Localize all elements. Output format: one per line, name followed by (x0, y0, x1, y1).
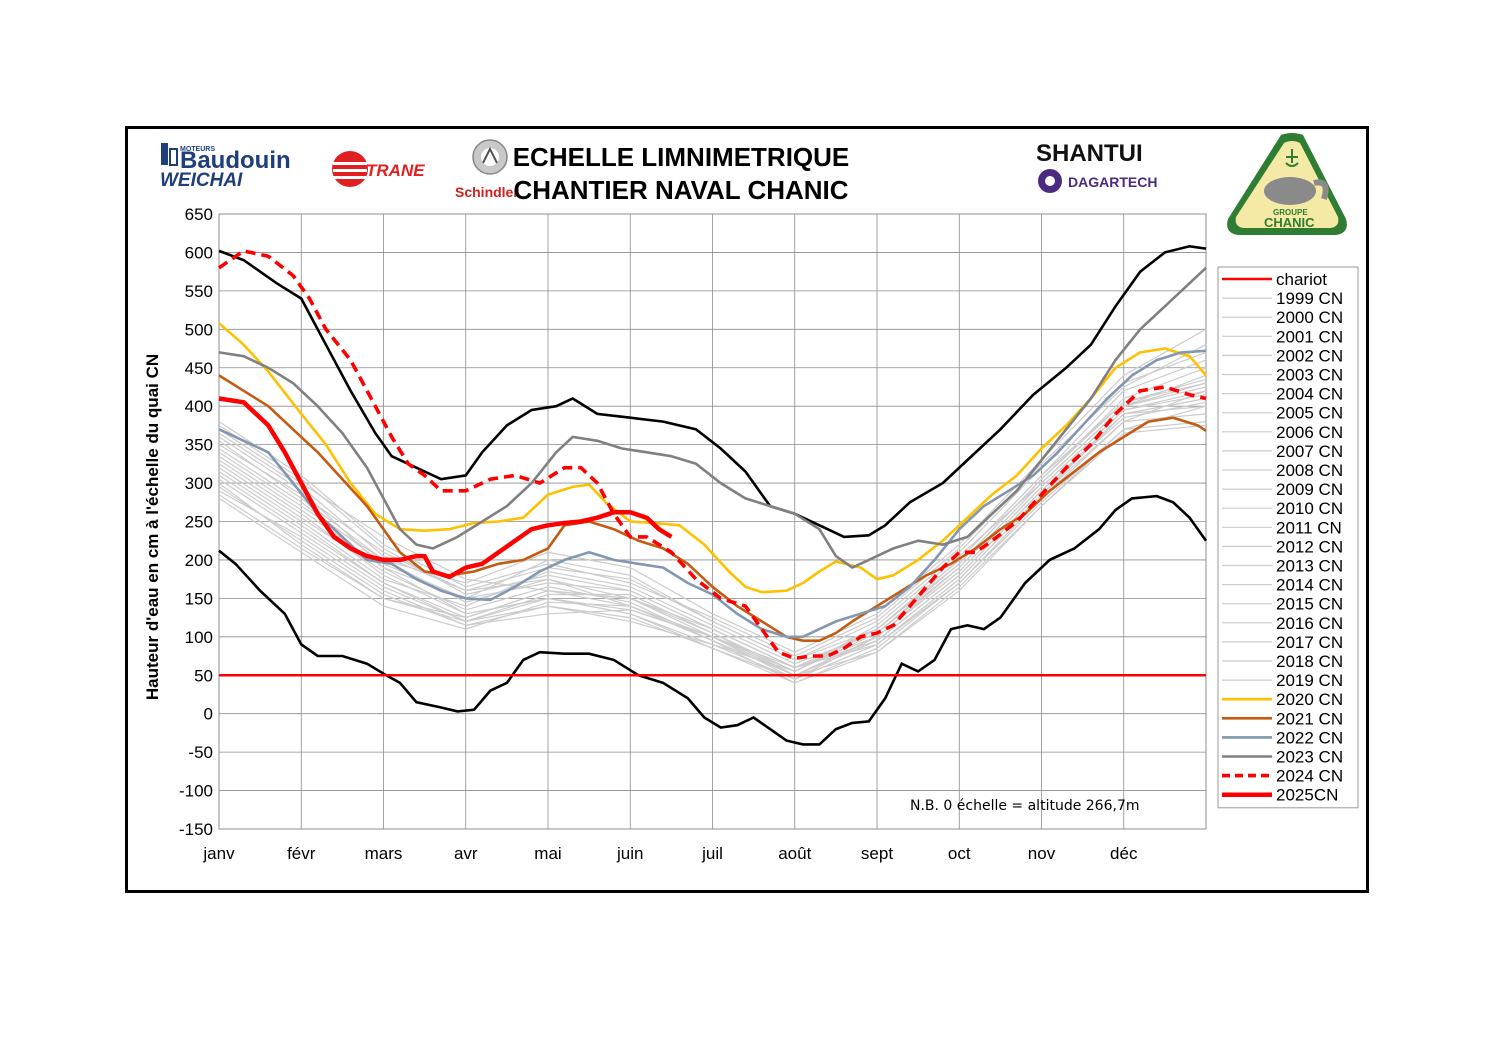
legend-label: 2003 CN (1276, 366, 1343, 385)
envelope-min-line (218, 494, 1208, 746)
svg-text:TRANE: TRANE (366, 161, 425, 180)
chart-title-line-1: ECHELLE LIMNIMETRIQUE (513, 142, 850, 172)
y-tick-label: 100 (185, 628, 213, 647)
legend-label: 2018 CN (1276, 652, 1343, 671)
shantui-logo: SHANTUI (1036, 140, 1143, 167)
grid (218, 213, 1207, 830)
x-tick-label: août (778, 844, 811, 863)
legend-label: 2001 CN (1276, 327, 1343, 346)
y-tick-label: 300 (185, 474, 213, 493)
legend-label: 2004 CN (1276, 385, 1343, 404)
legend-label: 2014 CN (1276, 576, 1343, 595)
legend-label: 2011 CN (1276, 518, 1342, 537)
series-line (218, 374, 1207, 642)
legend-label: 2007 CN (1276, 442, 1343, 461)
legend-label: 2016 CN (1276, 614, 1343, 633)
series-line (218, 397, 1207, 676)
y-tick-label: 450 (185, 359, 213, 378)
x-tick-labels: janv févr mars avr mai juin juil août sept oct nov… (202, 844, 1138, 863)
y-tick-label: 0 (204, 705, 213, 724)
series-line (218, 382, 1207, 669)
y-tick-label: 600 (185, 243, 213, 262)
legend-label: 2020 CN (1276, 690, 1343, 709)
legend-label: 2010 CN (1276, 499, 1343, 518)
x-tick-label: févr (287, 844, 316, 863)
series-line (217, 249, 1207, 661)
y-tick-label: 500 (185, 320, 213, 339)
series-line (218, 378, 1207, 661)
chart-title-line-2: CHANTIER NAVAL CHANIC (513, 175, 848, 205)
legend-label: 2006 CN (1276, 423, 1343, 442)
series-line (218, 322, 1207, 594)
x-tick-label: juin (616, 844, 643, 863)
series-line (218, 266, 1207, 569)
schindler-logo: Schindler (455, 139, 519, 200)
y-tick-label: 550 (185, 282, 213, 301)
y-axis-label: Hauteur d'eau en cm à l'échelle du quai … (143, 354, 162, 700)
svg-text:MOTEURS: MOTEURS (180, 146, 215, 153)
baudouin-weichai-logo: MOTEURS Baudouin WEICHAI (160, 143, 291, 191)
legend-label: 1999 CN (1276, 289, 1343, 308)
y-tick-label: 200 (185, 551, 213, 570)
legend-label: 2000 CN (1276, 308, 1343, 327)
legend-label: 2025CN (1276, 786, 1338, 805)
x-tick-label: mars (365, 844, 403, 863)
series-line (218, 424, 1207, 684)
legend-label: 2012 CN (1276, 537, 1343, 556)
x-tick-label: avr (454, 844, 478, 863)
y-tick-labels: 650600550500450400350300250200150100500-… (179, 205, 213, 839)
y-tick-label: -100 (179, 782, 213, 801)
x-tick-label: oct (948, 844, 971, 863)
plot-area (217, 244, 1208, 746)
series-line (218, 396, 673, 580)
y-tick-label: 250 (185, 513, 213, 532)
x-tick-label: janv (202, 844, 235, 863)
y-tick-label: 350 (185, 436, 213, 455)
x-tick-label: juil (701, 844, 723, 863)
chanic-logo: GROUPE CHANIC (1227, 133, 1347, 235)
legend-label: 2023 CN (1276, 748, 1343, 767)
x-tick-label: déc (1110, 844, 1138, 863)
x-tick-label: nov (1028, 844, 1056, 863)
legend-label: 2005 CN (1276, 404, 1343, 423)
altitude-note: N.B. 0 échelle = altitude 266,7m (910, 798, 1139, 814)
legend-label: 2017 CN (1276, 633, 1343, 652)
y-tick-label: -150 (179, 820, 213, 839)
y-tick-label: 650 (185, 205, 213, 224)
legend-label: 2024 CN (1276, 767, 1343, 786)
y-tick-label: 400 (185, 397, 213, 416)
trane-logo: TRANE (332, 151, 425, 187)
y-tick-label: 150 (185, 589, 213, 608)
water-level-chart: MOTEURS Baudouin WEICHAI TRANE Schindler… (143, 133, 1359, 863)
svg-text:SHANTUI: SHANTUI (1036, 140, 1143, 167)
svg-text:Baudouin: Baudouin (180, 147, 291, 174)
legend-label: 2015 CN (1276, 595, 1343, 614)
legend-label: 2002 CN (1276, 346, 1343, 365)
legend-label: 2008 CN (1276, 461, 1343, 480)
svg-text:GROUPE: GROUPE (1273, 208, 1308, 217)
legend-label: 2009 CN (1276, 480, 1343, 499)
legend-label: 2021 CN (1276, 709, 1343, 728)
series-line (218, 394, 1207, 676)
svg-text:Schindler: Schindler (455, 184, 519, 200)
svg-text:CHANIC: CHANIC (1264, 215, 1315, 230)
x-tick-label: mai (534, 844, 561, 863)
x-tick-label: sept (861, 844, 893, 863)
svg-text:WEICHAI: WEICHAI (160, 170, 243, 191)
svg-text:DAGARTECH: DAGARTECH (1068, 174, 1157, 190)
envelope-max-line (218, 244, 1207, 539)
legend-label: 2019 CN (1276, 671, 1343, 690)
legend-label: 2022 CN (1276, 728, 1343, 747)
y-tick-label: -50 (188, 743, 213, 762)
series-line (218, 349, 1207, 639)
chart-frame: MOTEURS Baudouin WEICHAI TRANE Schindler… (125, 126, 1369, 893)
dagartech-logo: DAGARTECH (1038, 169, 1157, 193)
series-line (218, 344, 1207, 657)
y-tick-label: 50 (194, 666, 213, 685)
legend-label: chariot (1276, 270, 1327, 289)
legend-label: 2013 CN (1276, 557, 1343, 576)
